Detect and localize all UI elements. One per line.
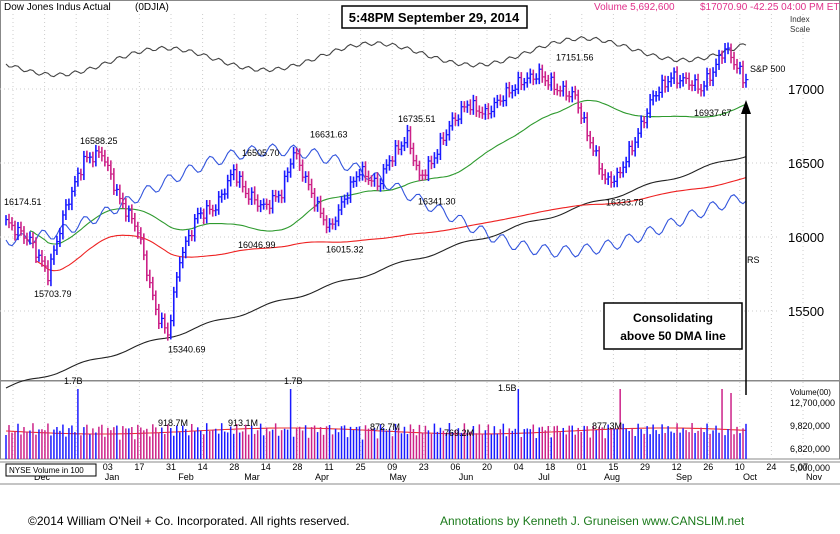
date-tick-label: 10 (735, 462, 745, 472)
month-label: Sep (676, 472, 692, 482)
month-label: Jun (459, 472, 474, 482)
price-tick-label: 17000 (788, 82, 824, 97)
volume-tick-label: 12,700,000 (790, 398, 835, 408)
date-tick-label: 20 (482, 462, 492, 472)
month-label: Jan (105, 472, 120, 482)
price-annotation: 16015.32 (326, 245, 364, 255)
chart-labels: 1550016000165001700022062003173114281428… (4, 53, 835, 482)
price-annotation: 16333.78 (606, 198, 644, 208)
date-tick-label: 28 (229, 462, 239, 472)
month-label: May (389, 472, 407, 482)
volume-tick-label: 9,820,000 (790, 421, 830, 431)
relative-strength-line (5, 143, 747, 258)
price-annotation: 16341.30 (418, 196, 456, 206)
price-tick-label: 16500 (788, 156, 824, 171)
price-tick-label: 16000 (788, 230, 824, 245)
indicator-lines (5, 35, 747, 435)
sp500-line (5, 35, 747, 78)
index-scale-label: Index Scale (790, 15, 811, 34)
date-tick-label: 24 (766, 462, 776, 472)
callout-box (603, 302, 743, 350)
callout-line-2: above 50 DMA line (620, 329, 726, 343)
volume-annotation: 1.7B (284, 376, 303, 386)
date-tick-label: 26 (703, 462, 713, 472)
date-tick-label: 11 (324, 462, 333, 472)
price-annotation: 15703.79 (34, 289, 72, 299)
date-tick-label: 18 (545, 462, 555, 472)
price-bars (5, 42, 749, 341)
date-tick-label: 17 (134, 462, 144, 472)
date-tick-label: 23 (419, 462, 429, 472)
volume-annotation: 913.1M (228, 418, 258, 428)
volume-axis-label: Volume(00) (790, 388, 831, 397)
price-readout: $17070.90 -42.25 04:00 PM ET (700, 2, 840, 13)
date-tick-label: 15 (608, 462, 618, 472)
callout-arrow-head (741, 100, 751, 114)
volume-bars (5, 389, 747, 459)
date-tick-label: 25 (356, 462, 366, 472)
date-tick-label: 07 (798, 462, 808, 472)
volume-annotation: 769.2M (444, 428, 474, 438)
date-tick-label: 12 (672, 462, 682, 472)
price-annotation: 16174.51 (4, 197, 42, 207)
volume-annotation: 877.3M (592, 421, 622, 431)
date-tick-label: 04 (514, 462, 524, 472)
month-label: Feb (178, 472, 194, 482)
date-tick-label: 06 (450, 462, 460, 472)
date-tick-label: 14 (198, 462, 208, 472)
price-annotation: 16588.25 (80, 136, 118, 146)
date-tick-label: 14 (261, 462, 271, 472)
volume-tick-label: 6,820,000 (790, 444, 830, 454)
200-day-moving-average-line (35, 176, 747, 272)
volume-annotation: 918.7M (158, 418, 188, 428)
volume-annotation: 1.7B (64, 376, 83, 386)
month-label: Nov (806, 472, 823, 482)
sp500-label: S&P 500 (750, 64, 785, 74)
volume-readout: Volume 5,692,600 (594, 2, 675, 13)
month-label: Mar (244, 472, 260, 482)
volume-tick-label: 5,000,000 (790, 463, 830, 473)
annotations-credit: Annotations by Kenneth J. Gruneisen www.… (440, 514, 745, 528)
price-annotation: 16735.51 (398, 114, 436, 124)
volume-annotation: 1.5B (498, 383, 517, 393)
price-tick-label: 15500 (788, 304, 824, 319)
date-tick-label: 28 (292, 462, 302, 472)
price-annotation: 16505.70 (242, 148, 280, 158)
timestamp: 5:48PM September 29, 2014 (349, 10, 520, 25)
month-label: Apr (315, 472, 329, 482)
copyright-text: ©2014 William O'Neil + Co. Incorporated.… (28, 514, 350, 528)
date-tick-label: 29 (640, 462, 650, 472)
date-tick-label: 09 (387, 462, 397, 472)
date-tick-label: 01 (577, 462, 587, 472)
price-annotation: 16631.63 (310, 130, 348, 140)
month-label: Jul (538, 472, 550, 482)
date-tick-label: 31 (166, 462, 176, 472)
price-annotation: 16937.67 (694, 108, 732, 118)
symbol-name: Dow Jones Indus Actual (4, 2, 111, 13)
50-day-moving-average-line (29, 99, 747, 245)
rs-label: RS (747, 255, 760, 265)
timestamp-box (341, 5, 528, 29)
month-label: Aug (604, 472, 620, 482)
volume-annotation: 872.7M (370, 422, 400, 432)
price-annotation: 17151.56 (556, 53, 594, 63)
price-annotation: 15340.69 (168, 345, 206, 355)
callout-line-1: Consolidating (633, 311, 713, 325)
date-tick-label: 03 (103, 462, 113, 472)
price-annotation: 16046.99 (238, 240, 276, 250)
long-term-moving-average-line (5, 156, 747, 389)
volume-legend-box (5, 463, 97, 477)
symbol-ticker: (0DJIA) (135, 2, 169, 13)
volume-legend: NYSE Volume in 100 (9, 466, 84, 475)
month-label: Oct (743, 472, 758, 482)
month-label: Dec (34, 472, 51, 482)
